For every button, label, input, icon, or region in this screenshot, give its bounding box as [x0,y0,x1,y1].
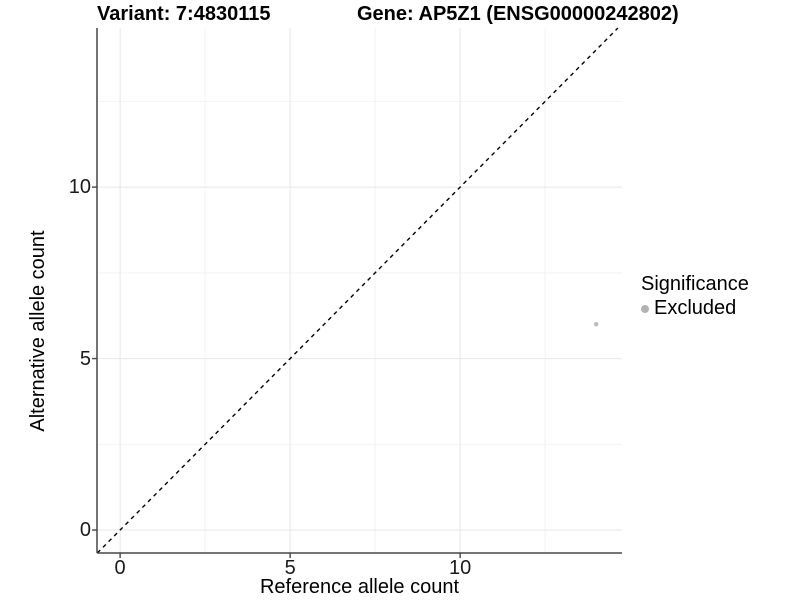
legend: Significance Excluded [641,273,749,320]
identity-dashed-line [96,27,619,554]
x-axis-title: Reference allele count [259,576,459,598]
legend-key-dot-icon [641,304,649,313]
data-point [593,321,599,327]
y-tick-label: 0 [79,519,91,542]
x-tick-label: 5 [284,557,296,579]
y-tick-label: 5 [79,347,91,370]
x-tick-label: 10 [449,557,472,579]
legend-item-excluded: Excluded [641,297,749,320]
legend-item-label: Excluded [654,297,737,319]
y-axis-title: Alternative allele count [27,230,49,432]
legend-title: Significance [641,273,749,295]
gene-title: Gene: AP5Z1 (ENSG00000242802) [357,3,679,25]
x-tick-label: 0 [114,557,126,579]
variant-title: Variant: 7:4830115 [97,3,271,25]
y-tick-label: 10 [68,176,91,199]
